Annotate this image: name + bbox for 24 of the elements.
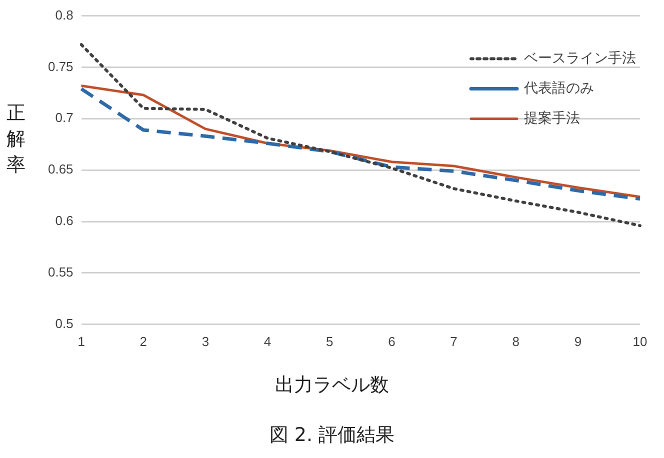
x-tick-label: 7 <box>450 334 458 349</box>
y-tick-label: 0.6 <box>55 213 74 228</box>
x-tick-label: 4 <box>264 334 272 349</box>
y-tick-label: 0.65 <box>48 162 74 177</box>
x-tick-label: 1 <box>78 334 85 349</box>
y-tick-label: 0.7 <box>55 110 74 126</box>
caption: 図 2. 評価結果 <box>268 423 396 448</box>
legend-label: ベースライン手法 <box>524 50 636 66</box>
y-axis-title: 正解率 <box>6 101 26 178</box>
legend-label: 代表語のみ <box>523 80 594 96</box>
y-tick-label: 0.75 <box>48 58 74 74</box>
x-tick-label: 2 <box>140 334 147 349</box>
x-tick-label: 8 <box>512 334 520 349</box>
x-tick-label: 6 <box>388 334 396 349</box>
y-tick-label: 0.8 <box>55 7 74 22</box>
x-tick-label: 3 <box>202 334 210 349</box>
line-series <box>80 43 642 228</box>
x-axis-title: 出力ラベル数 <box>274 373 390 398</box>
y-tick-label: 0.5 <box>55 316 74 331</box>
x-tick-label: 5 <box>326 334 334 349</box>
x-tick-label: 10 <box>632 334 648 349</box>
x-tick-label: 9 <box>574 334 582 349</box>
y-tick-label: 0.55 <box>48 264 74 280</box>
legend-label: 提案手法 <box>524 109 580 126</box>
